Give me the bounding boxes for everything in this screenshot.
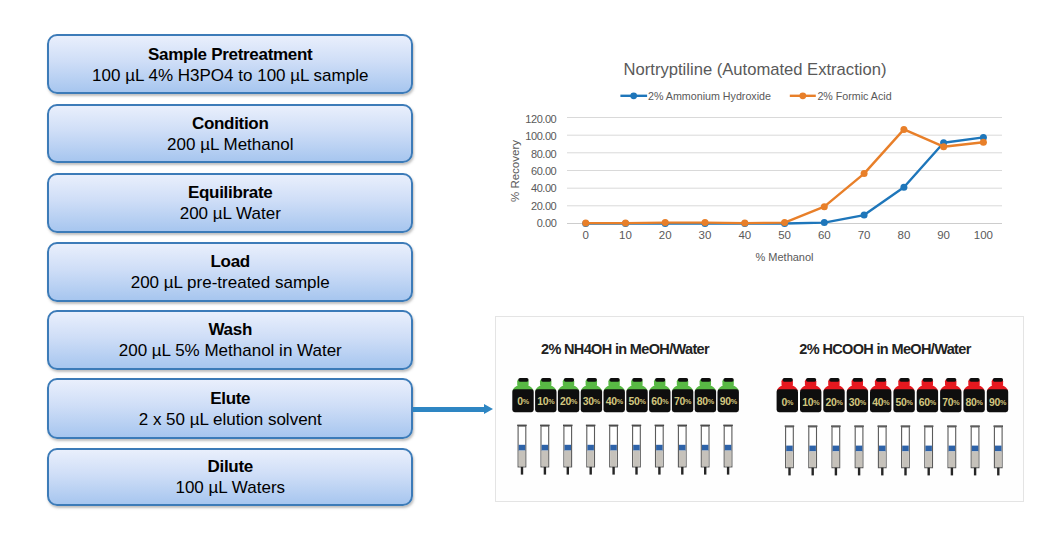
svg-text:10%: 10%	[802, 397, 820, 408]
svg-text:10%: 10%	[537, 396, 555, 407]
svg-text:60%: 60%	[651, 396, 669, 407]
svg-text:40%: 40%	[606, 396, 624, 407]
svg-text:80%: 80%	[966, 397, 984, 408]
svg-text:30%: 30%	[583, 396, 601, 407]
svg-text:70%: 70%	[942, 397, 960, 408]
svg-text:50%: 50%	[628, 396, 646, 407]
svg-text:50%: 50%	[896, 397, 914, 408]
svg-text:0%: 0%	[782, 397, 794, 408]
svg-text:20%: 20%	[825, 397, 843, 408]
svg-text:80%: 80%	[697, 396, 715, 407]
svg-text:90%: 90%	[989, 397, 1007, 408]
svg-text:30%: 30%	[849, 397, 867, 408]
svg-text:20%: 20%	[560, 396, 578, 407]
svg-text:0%: 0%	[517, 396, 529, 407]
svg-text:40%: 40%	[872, 397, 890, 408]
svg-text:90%: 90%	[720, 396, 738, 407]
svg-text:60%: 60%	[919, 397, 937, 408]
svg-text:70%: 70%	[674, 396, 692, 407]
